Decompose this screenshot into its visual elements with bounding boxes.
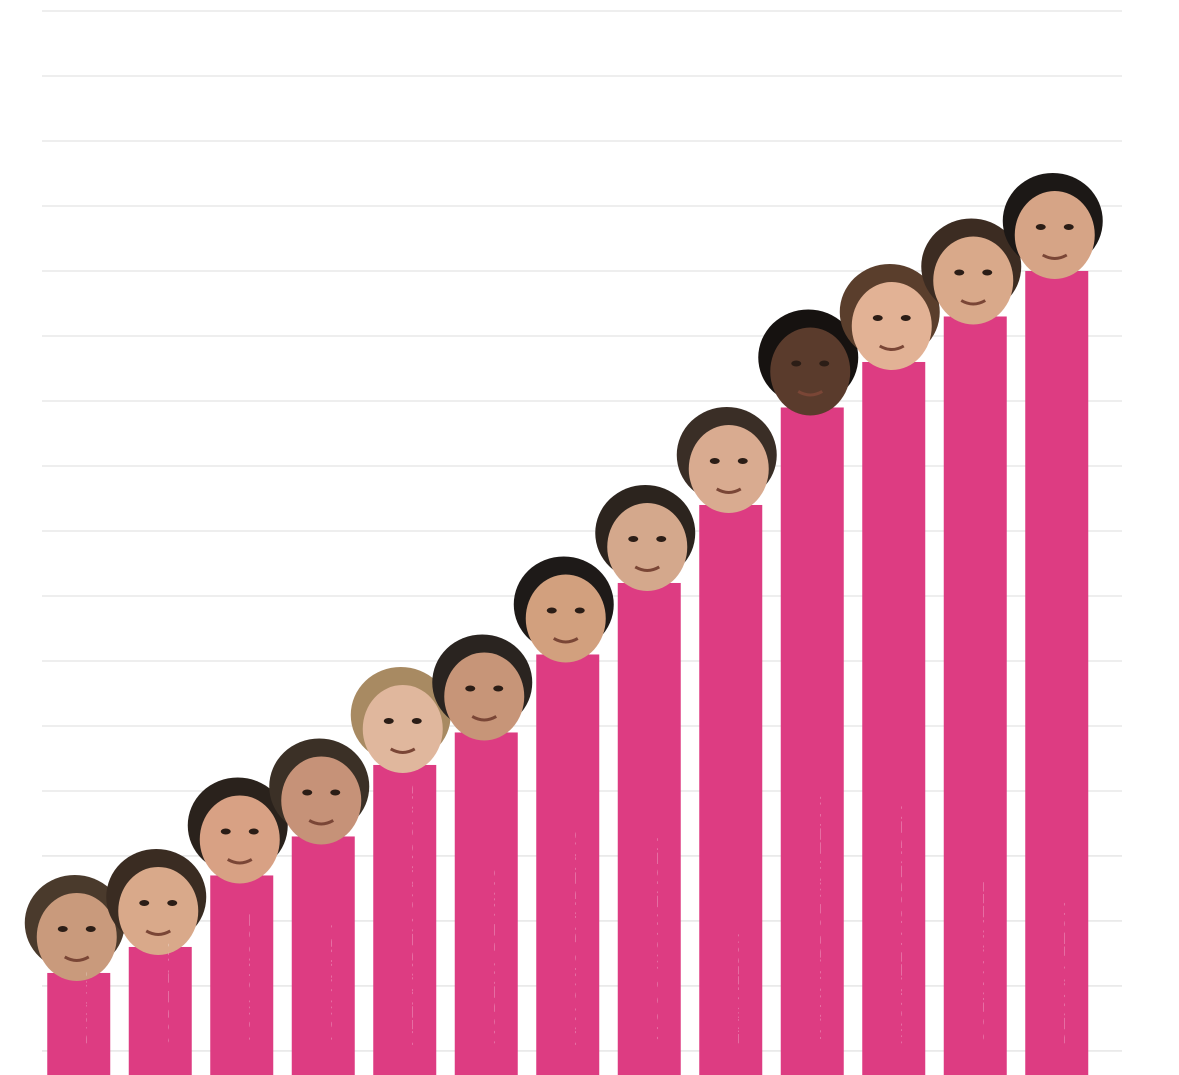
face-mouth — [308, 819, 335, 826]
face-mouth — [389, 747, 416, 754]
bar — [780, 407, 844, 1075]
face-eye — [1035, 223, 1046, 230]
face-skin — [851, 281, 932, 370]
face — [106, 848, 207, 955]
face-mouth — [797, 390, 824, 397]
face-eye — [465, 685, 476, 692]
bar — [1025, 270, 1089, 1075]
bar-label: COLIN FARRELL — [965, 882, 988, 1045]
bar-label: JUDE LAW — [150, 939, 173, 1045]
face-eye — [330, 789, 341, 796]
face-mouth — [715, 487, 742, 494]
face-eye — [546, 607, 557, 614]
face-mouth — [552, 637, 579, 644]
face-skin — [118, 866, 199, 955]
bar-label: YAHYA ABDUL MATEEN II — [802, 795, 825, 1045]
face-mouth — [878, 344, 905, 351]
face-eye — [709, 457, 720, 464]
face-eye — [167, 899, 178, 906]
face-mouth — [1041, 253, 1068, 260]
bar — [47, 972, 111, 1075]
bar-label: VIGGO MORTENSEN — [639, 837, 662, 1045]
bar — [210, 875, 274, 1075]
face-skin — [1014, 190, 1095, 279]
bar — [699, 504, 763, 1075]
face-eye — [900, 314, 911, 321]
face-mouth — [145, 929, 172, 936]
face-eye — [411, 717, 422, 724]
face-eye — [791, 360, 802, 367]
face-eye — [628, 535, 639, 542]
bar-label: MICHAEL FASSBENDER — [884, 805, 907, 1045]
face — [24, 874, 125, 981]
face-mouth — [634, 565, 661, 572]
face-eye — [819, 360, 830, 367]
face-eye — [302, 789, 313, 796]
bar-label: BEN AFFLECK — [1047, 903, 1070, 1045]
bar — [536, 654, 600, 1075]
bar — [373, 764, 437, 1075]
bar-label: ANTONIO BANDERAS — [558, 828, 581, 1045]
face-eye — [139, 899, 150, 906]
face — [513, 556, 614, 663]
face-eye — [656, 535, 667, 542]
face-eye — [982, 269, 993, 276]
face-mouth — [960, 299, 987, 306]
face — [269, 738, 370, 845]
face — [1002, 172, 1103, 279]
face-eye — [85, 925, 96, 932]
face-eye — [574, 607, 585, 614]
face — [758, 309, 859, 416]
bar-label: ROBERT DE NIRO — [476, 865, 499, 1045]
bar-label: TOM CRIUSE — [232, 914, 255, 1045]
bar-label: ALEXANDER SKARSGÅRD — [395, 780, 418, 1045]
face-eye — [872, 314, 883, 321]
face-mouth — [226, 858, 253, 865]
face-skin — [199, 795, 280, 884]
face-eye — [493, 685, 504, 692]
face — [921, 218, 1022, 325]
face-eye — [220, 828, 231, 835]
bar — [617, 582, 681, 1075]
face-skin — [362, 684, 443, 773]
face-mouth — [471, 715, 498, 722]
face-skin — [525, 574, 606, 663]
face-skin — [770, 327, 851, 416]
face — [432, 634, 533, 741]
face-eye — [383, 717, 394, 724]
bar — [291, 836, 355, 1075]
face — [595, 484, 696, 591]
face-skin — [36, 892, 117, 981]
face-skin — [444, 652, 525, 741]
face — [350, 666, 451, 773]
face-eye — [57, 925, 68, 932]
bar-label: Liam Neeson — [721, 933, 744, 1045]
bar-label: TOM HARDY — [313, 919, 336, 1045]
bar — [128, 946, 192, 1075]
face-eye — [737, 457, 748, 464]
face-eye — [1063, 223, 1074, 230]
bar — [943, 316, 1007, 1075]
face — [676, 406, 777, 513]
bar-label: Dicaprio — [69, 968, 92, 1045]
face-eye — [248, 828, 259, 835]
face-skin — [607, 502, 688, 591]
face-eye — [954, 269, 965, 276]
face-skin — [933, 236, 1014, 325]
face-skin — [281, 756, 362, 845]
face-mouth — [63, 955, 90, 962]
face — [187, 777, 288, 884]
bar — [454, 732, 518, 1075]
face — [839, 263, 940, 370]
bar — [862, 361, 926, 1075]
face-skin — [688, 424, 769, 513]
